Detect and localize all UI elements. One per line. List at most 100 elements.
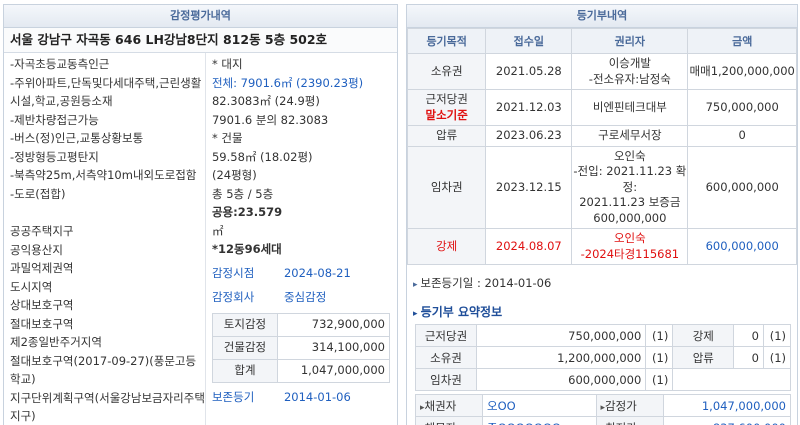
registry-row: 임차권 2023.12.15 오인숙 -전입: 2021.11.23 확정: 2021.… <box>407 145 797 229</box>
cell-line: 강제 <box>436 238 458 253</box>
summary-label: 압류 <box>672 346 735 369</box>
column-header: 접수일 <box>485 28 573 54</box>
registry-cell: 오인숙 -전입: 2021.11.23 확정: 2021.11.23 보증금 600,… <box>571 145 689 229</box>
summary-row: 소유권 1,200,000,000 (1) 압류 0 (1) <box>415 346 791 369</box>
detail: (24평형) <box>211 168 257 182</box>
empty-cell <box>672 368 791 391</box>
summary-count: (1) <box>645 324 674 347</box>
cell-line: 0 <box>738 128 746 142</box>
summary-table: 근저당권 750,000,000 (1) 강제 0 (1) 소유권 1,200,000,000… <box>415 324 791 391</box>
zoning: 절대보호구역 <box>10 316 74 331</box>
cell-line: 압류 <box>436 128 458 142</box>
detail: 전체: 7901.6㎡ (2390.23평) <box>211 75 364 90</box>
detail: ㎡ <box>211 223 224 238</box>
section-title: 등기부 요약정보 <box>413 303 797 320</box>
appraisal-body: -자곡초등교동측인근 -주위아파트,단독및다세대주택,근린생활시설,학교,공원등소… <box>4 53 397 425</box>
registry-cell: 오인숙 -2024타경115681 <box>571 228 689 265</box>
zoning: 절대보호구역(2017-09-27)(풍문고등학교) <box>10 353 197 387</box>
cell-line: 600,000,000 <box>705 238 779 253</box>
info-row: 감정시점 2024-08-21 <box>212 263 397 283</box>
summary-row: 임차권 600,000,000 (1) <box>415 368 791 391</box>
zoning: 지구단위계획구역(서울강남보금자리주택지구) <box>10 390 205 424</box>
info-value: 2024-08-21 <box>283 265 351 280</box>
cell-line: 구로세무서장 <box>598 128 662 142</box>
registry-row: 강제 2024.08.07 오인숙 -2024타경115681 600,000,000 <box>407 228 797 265</box>
cell-line: 이승개발 <box>608 56 652 70</box>
cell-line: 2023.12.15 <box>495 179 562 194</box>
cell-line: -전입: 2021.11.23 확정: <box>573 164 687 194</box>
info-label: 감정시점 <box>211 265 255 280</box>
summary-count: (1) <box>645 346 674 369</box>
registry-row: 근저당권 말소기준 2021.12.03 비엔핀테크대부 750,000,000 <box>407 89 797 126</box>
details: * 대지 전체: 7901.6㎡ (2390.23평) 82.3083㎡ (24.9… <box>206 53 397 425</box>
amount-label: 토지감정 <box>211 312 278 337</box>
registry-cell: 2023.06.23 <box>485 125 573 147</box>
feature: -정방형등고평탄지 <box>10 149 99 164</box>
cell-line: 2023.06.23 <box>495 128 562 142</box>
party-value: 주OOOOOOO <box>482 416 597 425</box>
info-label: 보존등기 <box>211 389 255 404</box>
cell-line: 2021.05.28 <box>495 63 562 78</box>
registry-cell: 임차권 <box>407 145 487 229</box>
summary-amount: 0 <box>733 346 764 369</box>
price-value: 1,047,000,000 <box>662 394 792 417</box>
info-row: 보존등기 2014-01-06 <box>212 387 397 407</box>
header-row: 등기목적 접수일 권리자 금액 <box>407 28 797 54</box>
info-value: 중심감정 <box>283 289 327 304</box>
feature: -도로(접합) <box>10 186 66 201</box>
summary-label: 소유권 <box>415 346 477 369</box>
zoning: 공공주택지구 <box>10 224 74 238</box>
appraisal-panel: 감정평가내역 서울 강남구 자곡동 646 LH강남8단지 812동 5층 50… <box>3 4 398 425</box>
registry-cell: 압류 <box>407 125 487 147</box>
party-row: 채무자주OOOOOOO최저가837,600,000 <box>415 416 792 425</box>
panel-title: 등기부내역 <box>407 5 797 28</box>
registry-row: 압류 2023.06.23 구로세무서장 0 <box>407 125 797 147</box>
cell-line: 2021.12.03 <box>495 99 562 114</box>
cell-line: 말소기준 <box>425 107 468 122</box>
summary-amount: 600,000,000 <box>475 368 647 391</box>
registry-cell: 0 <box>687 125 797 147</box>
cell-line: 2024.08.07 <box>495 238 562 253</box>
summary-row: 근저당권 750,000,000 (1) 강제 0 (1) <box>415 324 791 347</box>
price-label: 최저가 <box>595 416 664 425</box>
registry-row: 소유권 2021.05.28 이승개발 -전소유자:남정숙 매매1,200,000,00… <box>407 53 797 90</box>
feature: -북측약25m,서측약10m내외도로접함 <box>10 168 197 182</box>
amount-label: 합계 <box>211 358 278 383</box>
registry-cell: 이승개발 -전소유자:남정숙 <box>571 53 689 90</box>
registry-cell: 2021.12.03 <box>485 89 573 126</box>
zoning-list: 공공주택지구 공익용산지 과밀억제권역 도시지역 상대보호구역 절대보호구역 제2종일반주거… <box>10 222 205 425</box>
detail: 59.58㎡ (18.02평) <box>211 149 313 164</box>
zoning: 과밀억제권역 <box>10 261 74 275</box>
info-value: 2014-01-06 <box>283 389 351 404</box>
summary-label: 강제 <box>672 324 735 347</box>
address: 서울 강남구 자곡동 646 LH강남8단지 812동 5층 502호 <box>4 28 397 53</box>
feature: -주위아파트,단독및다세대주택,근린생활시설,학교,공원등소재 <box>10 75 202 109</box>
detail: *12동96세대 <box>211 242 282 256</box>
registry-cell: 구로세무서장 <box>571 125 689 147</box>
registry-cell: 2023.12.15 <box>485 145 573 229</box>
zoning: 상대보호구역 <box>10 298 74 312</box>
feature: -버스(정)인근,교통상황보통 <box>10 131 144 145</box>
registry-cell: 비엔핀테크대부 <box>571 89 689 126</box>
parties-table: 채권자오OO감정가1,047,000,000채무자주OOOOOOO최저가837,… <box>415 394 792 425</box>
party-row: 채권자오OO감정가1,047,000,000 <box>415 394 792 417</box>
detail: * 건물 <box>211 131 243 145</box>
cell-line: 매매1,200,000,000 <box>689 63 795 78</box>
panel-title: 감정평가내역 <box>4 5 397 28</box>
column-header: 등기목적 <box>407 28 487 54</box>
amount-table: 토지감정 732,900,000 건물감정 314,100,000 합계 1,047,00… <box>211 312 390 383</box>
cell-line: -전소유자:남정숙 <box>588 71 671 86</box>
cell-line: 근저당권 <box>425 92 468 106</box>
zoning: 공익용산지 <box>10 242 63 257</box>
registry-cell: 600,000,000 <box>687 145 797 229</box>
info-row: 감정회사 중심감정 <box>212 287 397 307</box>
amount: 732,900,000 <box>276 312 390 337</box>
party-label: 채권자 <box>415 394 483 417</box>
cell-line: 소유권 <box>430 63 463 78</box>
registry-cell: 600,000,000 <box>687 228 797 265</box>
detail: 공용:23.579 <box>211 205 283 219</box>
party-value: 오OO <box>482 394 597 417</box>
summary-label: 근저당권 <box>415 324 477 347</box>
registry-cell: 2021.05.28 <box>485 53 573 90</box>
